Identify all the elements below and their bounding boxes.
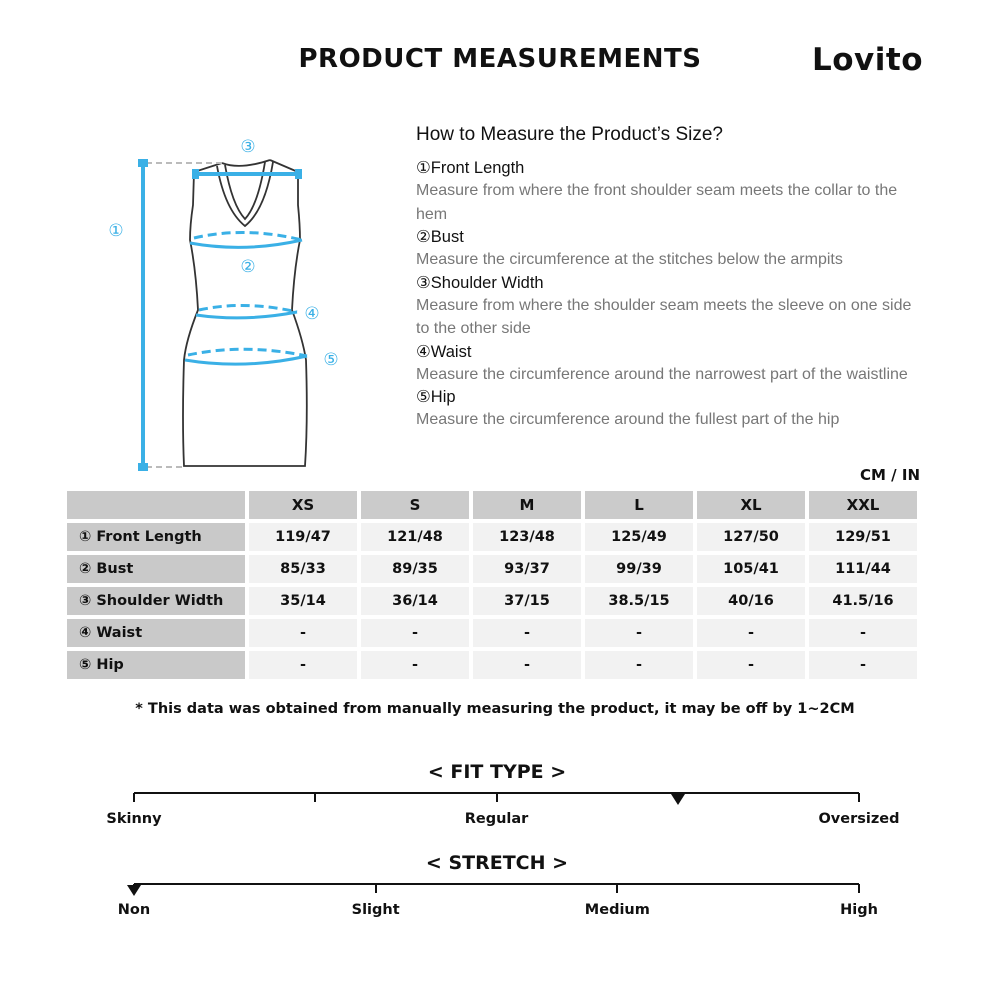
table-cell: -: [249, 651, 357, 679]
scale-label: Slight: [351, 902, 400, 918]
step-title: ⑤Hip: [416, 388, 456, 406]
table-cell: -: [809, 651, 917, 679]
scale-tick: [133, 793, 135, 802]
size-table: XS S M L XL XXL ① Front Length 119/47 121/48 123/…: [63, 487, 921, 683]
table-row: ⑤ Hip - - - - - -: [67, 651, 917, 679]
table-cell: 93/37: [473, 555, 581, 583]
table-cell: -: [809, 619, 917, 647]
table-cell: -: [249, 619, 357, 647]
table-row: ③ Shoulder Width 35/14 36/14 37/15 38.5/15 40…: [67, 587, 917, 615]
size-header: L: [585, 491, 693, 519]
step-desc: Measure the circumference around the nar…: [416, 365, 908, 383]
disclaimer-note: * This data was obtained from manually m…: [135, 701, 855, 717]
guide-title: How to Measure the Product’s Size?: [416, 124, 723, 145]
scale-tick: [314, 793, 317, 802]
table-cell: 111/44: [809, 555, 917, 583]
marker-4: ④: [304, 304, 319, 324]
table-cell: 85/33: [249, 555, 357, 583]
table-cell: 99/39: [585, 555, 693, 583]
table-cell: -: [473, 651, 581, 679]
row-label: ① Front Length: [67, 523, 245, 551]
marker-5: ⑤: [323, 350, 338, 370]
table-header-row: XS S M L XL XXL: [67, 491, 917, 519]
fit-type-title: < FIT TYPE >: [427, 761, 567, 783]
dress-outline: [182, 159, 308, 467]
marker-2: ②: [240, 257, 255, 277]
scale-label: Skinny: [106, 811, 162, 827]
table-cell: 125/49: [585, 523, 693, 551]
table-row: ② Bust 85/33 89/35 93/37 99/39 105/41 111/44: [67, 555, 917, 583]
size-header: XL: [697, 491, 805, 519]
table-cell: -: [697, 619, 805, 647]
scale-tick: [495, 793, 498, 802]
table-cell: 121/48: [361, 523, 469, 551]
size-header: XS: [249, 491, 357, 519]
scale-label: Medium: [584, 902, 650, 918]
table-cell: -: [697, 651, 805, 679]
table-cell: 36/14: [361, 587, 469, 615]
step-title: ④Waist: [416, 342, 472, 361]
table-cell: 129/51: [809, 523, 917, 551]
table-cell: 41.5/16: [809, 587, 917, 615]
table-cell: 40/16: [697, 587, 805, 615]
table-cell: 89/35: [361, 555, 469, 583]
guide-steps: ①Front Length Measure from where the fro…: [416, 157, 916, 432]
step-desc: Measure from where the front shoulder se…: [416, 182, 898, 223]
scale-label: Regular: [464, 811, 529, 827]
table-cell: 127/50: [697, 523, 805, 551]
step-desc: Measure the circumference around the ful…: [416, 411, 840, 428]
scale-tick: [374, 884, 377, 893]
size-header: M: [473, 491, 581, 519]
size-header: XXL: [809, 491, 917, 519]
stretch-scale-line: [134, 883, 859, 885]
table-cell: 105/41: [697, 555, 805, 583]
table-cell: -: [361, 619, 469, 647]
step-title: ③Shoulder Width: [416, 273, 544, 292]
page-title: PRODUCT MEASUREMENTS: [298, 44, 702, 74]
dress-diagram: ① ② ③ ④ ⑤: [108, 137, 339, 471]
marker-1: ①: [108, 221, 123, 241]
table-row: ④ Waist - - - - - -: [67, 619, 917, 647]
step-desc: Measure the circumference at the stitche…: [416, 251, 843, 268]
row-label: ④ Waist: [67, 619, 245, 647]
scale-tick: [616, 884, 619, 893]
scale-label: Non: [117, 902, 151, 918]
table-cell: 37/15: [473, 587, 581, 615]
table-row: ① Front Length 119/47 121/48 123/48 125/49 12…: [67, 523, 917, 551]
scale-label: Oversized: [818, 811, 900, 827]
table-cell: -: [585, 619, 693, 647]
brand-logo: Lovito: [812, 42, 924, 78]
size-header: S: [361, 491, 469, 519]
step-title: ②Bust: [416, 228, 464, 246]
header-corner: [67, 491, 245, 519]
stretch-title: < STRETCH >: [425, 852, 569, 874]
table-cell: 119/47: [249, 523, 357, 551]
table-cell: -: [585, 651, 693, 679]
row-label: ⑤ Hip: [67, 651, 245, 679]
row-label: ② Bust: [67, 555, 245, 583]
table-cell: 123/48: [473, 523, 581, 551]
scale-tick: [858, 884, 860, 893]
unit-label: CM / IN: [860, 466, 920, 484]
step-title: ①Front Length: [416, 159, 525, 177]
scale-tick: [858, 793, 860, 802]
table-cell: 38.5/15: [585, 587, 693, 615]
table-cell: -: [473, 619, 581, 647]
table-cell: -: [361, 651, 469, 679]
marker-3: ③: [240, 137, 255, 157]
step-desc: Measure from where the shoulder seam mee…: [416, 296, 912, 338]
scale-marker-triangle-icon: [127, 885, 141, 896]
table-cell: 35/14: [249, 587, 357, 615]
scale-marker-triangle-icon: [670, 794, 685, 805]
row-label: ③ Shoulder Width: [67, 587, 245, 615]
scale-label: High: [840, 902, 878, 918]
